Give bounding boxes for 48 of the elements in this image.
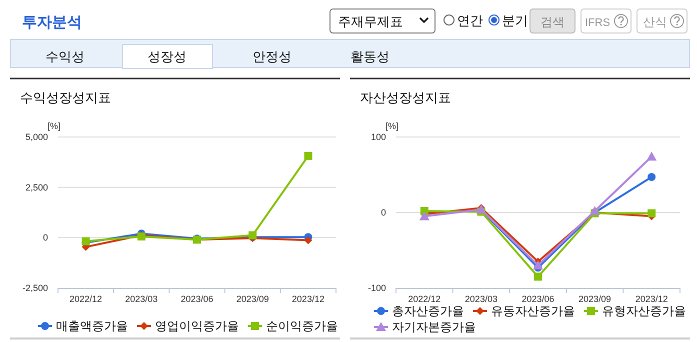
x-tick-label: 2022/12 xyxy=(70,294,102,304)
point xyxy=(646,152,657,161)
legend-label: 자기자본증가율 xyxy=(392,320,476,334)
text: IFRS xyxy=(585,17,610,29)
text: 성장성 xyxy=(148,49,186,64)
legend-label: 매출액증가율 xyxy=(56,319,128,333)
x-tick-label: 2023/09 xyxy=(578,294,612,304)
text: 수익성 xyxy=(46,49,84,64)
point xyxy=(590,206,600,215)
x-tick-label: 2023/03 xyxy=(464,294,498,304)
point xyxy=(648,173,656,182)
y-tick-label: 0 xyxy=(42,232,48,243)
x-tick-label: 2022/12 xyxy=(408,294,441,304)
legend-label: 순이익증가율 xyxy=(266,319,338,333)
point xyxy=(534,272,542,281)
point xyxy=(304,236,312,244)
y-tick-label: 5,000 xyxy=(25,132,48,142)
point xyxy=(648,209,656,218)
x-tick-label: 2023/06 xyxy=(522,294,554,304)
point xyxy=(533,260,543,270)
y-tick-label: 2,500 xyxy=(25,182,48,192)
text: 투자분석 xyxy=(22,14,82,31)
y-tick-label: 100 xyxy=(370,132,386,142)
x-tick-label: 2023/06 xyxy=(180,294,214,304)
legend-label: 총자산증가율 xyxy=(392,304,464,318)
chart-title: 자산성장성지표 xyxy=(360,90,451,105)
y-axis-title: [%] xyxy=(385,121,399,131)
legend-label: 유동자산증가율 xyxy=(491,304,575,318)
x-tick-label: 2023/09 xyxy=(236,294,269,304)
chart-title: 수익성장성지표 xyxy=(20,90,111,105)
x-tick-label: 2023/03 xyxy=(125,294,158,304)
text: 산식 xyxy=(643,15,667,29)
y-axis-title: [%] xyxy=(47,121,61,131)
legend-label: 유형자산증가율 xyxy=(602,304,686,318)
y-tick-label: -2,500 xyxy=(22,283,48,293)
text: 연간 xyxy=(457,13,483,28)
text: 활동성 xyxy=(350,49,390,64)
x-tick-label: 2023/12 xyxy=(292,294,324,304)
y-tick-label: 0 xyxy=(380,208,386,218)
y-tick-label: -100 xyxy=(368,283,386,293)
point xyxy=(419,211,430,220)
text: 분기 xyxy=(502,13,528,28)
point xyxy=(304,152,312,160)
legend-label: 영업이익증가율 xyxy=(155,319,239,333)
text: 안정성 xyxy=(252,49,292,64)
text: 검색 xyxy=(540,15,564,29)
text: 주재무제표 xyxy=(338,14,403,29)
x-tick-label: 2023/12 xyxy=(635,294,668,304)
